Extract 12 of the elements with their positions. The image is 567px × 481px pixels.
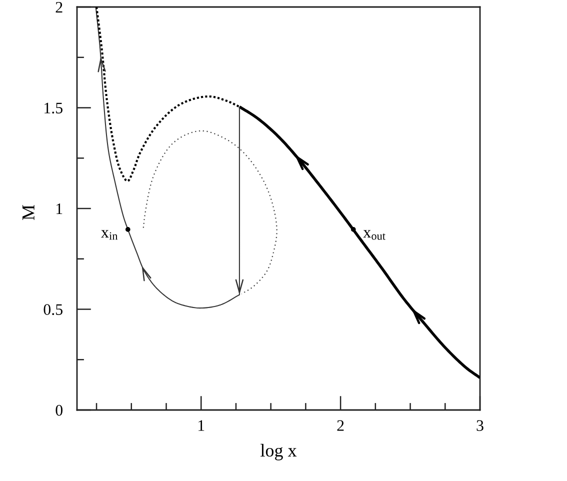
x-tick-label: 3 [476, 420, 484, 431]
annotation: x$_{out}$ [363, 230, 386, 240]
y-tick-label: 0.5 [44, 304, 62, 316]
y-tick-label: 0 [56, 404, 62, 416]
x-tick-label: 2 [337, 420, 344, 431]
x-axis-title: log x [260, 444, 297, 460]
y-tick-label: 1 [56, 203, 62, 214]
annotation: x$_{in}$ [101, 230, 118, 240]
y-tick-label: 2 [56, 2, 62, 13]
y-axis-title: M [22, 205, 34, 220]
x-tick-label: 1 [198, 420, 204, 431]
y-tick-label: 1.5 [44, 102, 62, 114]
